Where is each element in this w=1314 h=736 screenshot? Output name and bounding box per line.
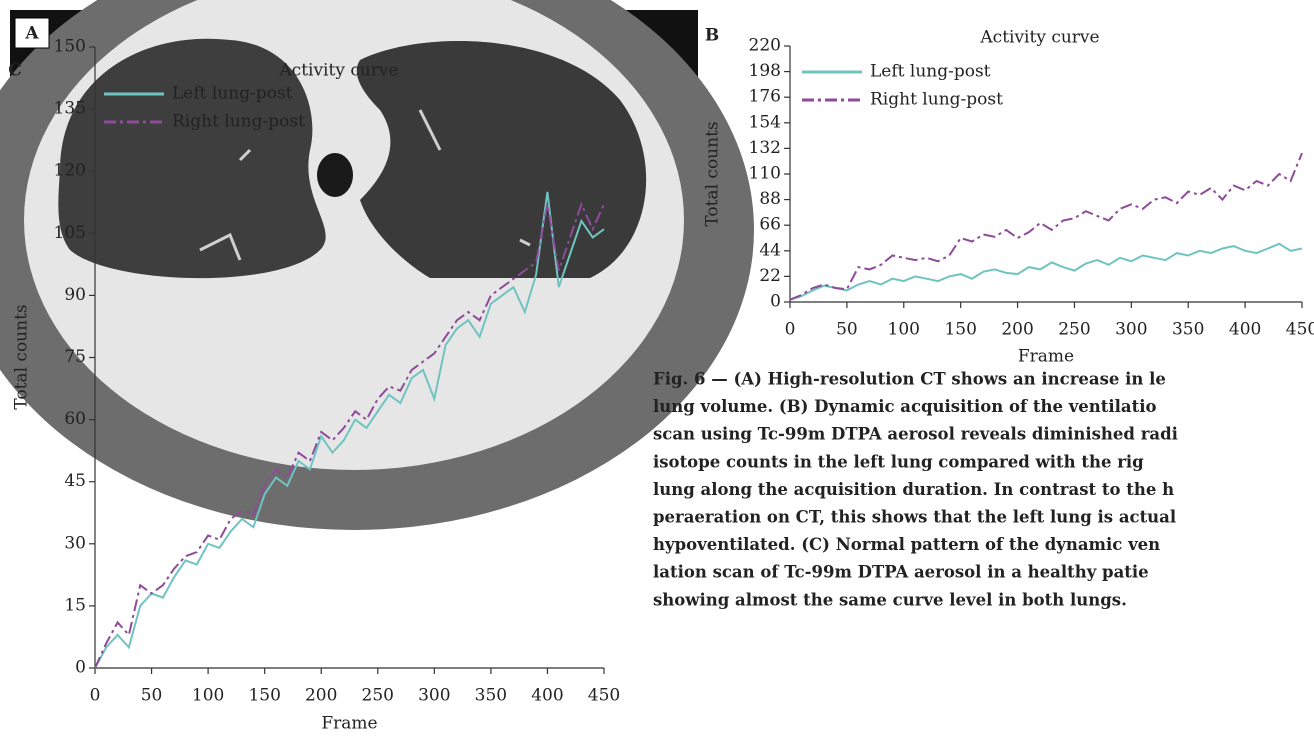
x-tick-label: 0 xyxy=(90,686,101,706)
x-tick-label: 350 xyxy=(475,686,507,706)
y-tick-label: 30 xyxy=(64,533,86,553)
y-tick-label: 198 xyxy=(749,61,781,81)
y-tick-label: 135 xyxy=(54,99,86,119)
y-tick-label: 45 xyxy=(64,471,86,491)
y-tick-label: 132 xyxy=(749,138,781,158)
x-tick-label: 300 xyxy=(1115,320,1147,340)
x-tick-label: 100 xyxy=(888,320,920,340)
x-tick-label: 400 xyxy=(1229,320,1261,340)
y-tick-label: 15 xyxy=(64,595,86,615)
caption-line: lation scan of Tc-99m DTPA aerosol in a … xyxy=(653,563,1149,582)
panel-label: B xyxy=(705,26,719,46)
legend-label: Right lung-post xyxy=(172,112,305,132)
y-tick-label: 90 xyxy=(64,285,86,305)
y-tick-label: 220 xyxy=(749,36,781,56)
y-tick-label: 176 xyxy=(749,87,781,107)
series-line xyxy=(790,244,1302,300)
series-line xyxy=(790,153,1302,300)
x-tick-label: 450 xyxy=(1286,320,1314,340)
caption-line: isotope counts in the left lung compared… xyxy=(653,452,1144,471)
y-tick-label: 75 xyxy=(64,347,86,367)
y-tick-label: 105 xyxy=(54,223,86,243)
legend-label: Left lung-post xyxy=(870,62,991,82)
x-tick-label: 50 xyxy=(836,320,858,340)
y-axis-label: Total counts xyxy=(703,121,723,226)
page: { "panel_a": {"label": "A"}, "chart_data… xyxy=(0,0,1314,736)
x-tick-label: 300 xyxy=(418,686,450,706)
caption-line: lung volume. (B) Dynamic acquisition of … xyxy=(653,397,1157,416)
y-tick-label: 22 xyxy=(759,266,781,286)
x-axis-label: Frame xyxy=(1018,347,1074,367)
legend-label: Right lung-post xyxy=(870,90,1003,110)
y-tick-label: 0 xyxy=(770,292,781,312)
x-tick-label: 150 xyxy=(248,686,280,706)
x-tick-label: 250 xyxy=(1058,320,1090,340)
caption-line: scan using Tc-99m DTPA aerosol reveals d… xyxy=(653,425,1178,444)
ct-trachea xyxy=(317,153,353,197)
panel-label: C xyxy=(8,61,22,81)
line-chart: B Activity curve Total counts Frame 0 22 44 66 8… xyxy=(703,26,1314,367)
caption-line: lung along the acquisition duration. In … xyxy=(653,480,1174,499)
figure: A Fig. 6 — (A) High-resolution CT shows … xyxy=(0,0,1314,736)
caption-line: Fig. 6 — (A) High-resolution CT shows an… xyxy=(653,370,1166,389)
x-tick-label: 250 xyxy=(362,686,394,706)
x-tick-label: 450 xyxy=(588,686,620,706)
y-tick-label: 44 xyxy=(759,240,781,260)
x-tick-label: 350 xyxy=(1172,320,1204,340)
y-tick-label: 0 xyxy=(75,658,86,678)
x-tick-label: 200 xyxy=(305,686,337,706)
x-axis-label: Frame xyxy=(321,714,377,734)
x-tick-label: 0 xyxy=(785,320,796,340)
y-tick-label: 150 xyxy=(54,37,86,57)
x-tick-label: 400 xyxy=(531,686,563,706)
caption-line: hypoventilated. (C) Normal pattern of th… xyxy=(653,535,1160,554)
chart-title: Activity curve xyxy=(979,28,1099,48)
x-tick-label: 200 xyxy=(1001,320,1033,340)
y-tick-label: 60 xyxy=(64,409,86,429)
y-axis-label: Total counts xyxy=(12,304,32,409)
y-tick-label: 66 xyxy=(759,215,781,235)
x-tick-label: 150 xyxy=(944,320,976,340)
y-tick-label: 110 xyxy=(749,164,781,184)
y-tick-label: 120 xyxy=(54,161,86,181)
x-tick-label: 50 xyxy=(141,686,163,706)
legend-label: Left lung-post xyxy=(172,84,293,104)
panel-label: A xyxy=(24,24,39,44)
chart-title: Activity curve xyxy=(278,61,398,81)
y-tick-label: 88 xyxy=(759,189,781,209)
caption: Fig. 6 — (A) High-resolution CT shows an… xyxy=(653,370,1178,610)
y-tick-label: 154 xyxy=(749,112,781,132)
caption-line: showing almost the same curve level in b… xyxy=(653,590,1127,609)
x-tick-label: 100 xyxy=(192,686,224,706)
caption-line: peraeration on CT, this shows that the l… xyxy=(653,508,1176,527)
